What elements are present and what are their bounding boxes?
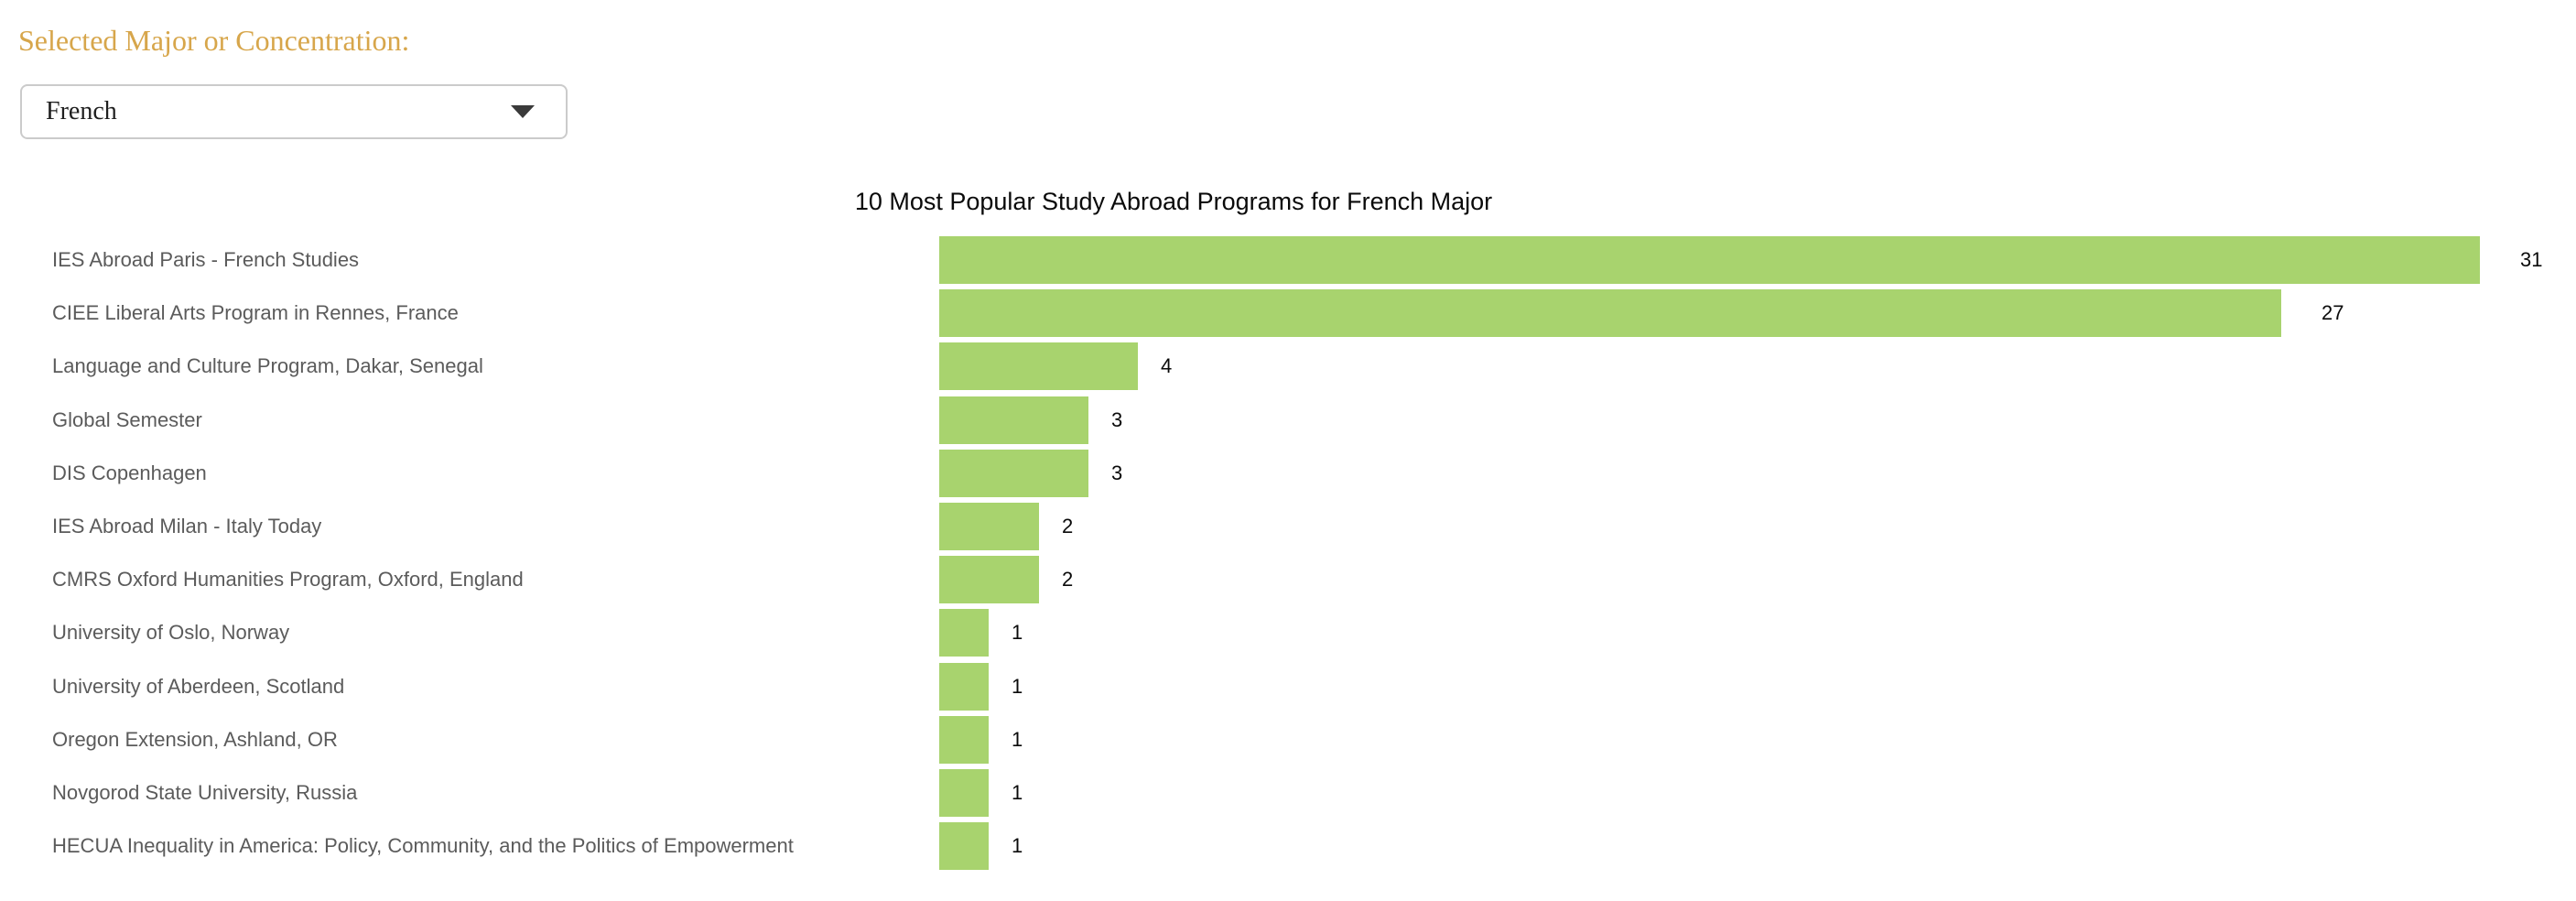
category-label: Global Semester (52, 408, 202, 431)
value-label: 1 (1012, 675, 1023, 698)
bar (939, 503, 1039, 550)
category-label: IES Abroad Paris - French Studies (52, 248, 360, 271)
major-select-label: Selected Major or Concentration: (18, 24, 410, 57)
bar (939, 769, 989, 817)
bar (939, 822, 989, 870)
value-label: 3 (1111, 461, 1123, 484)
category-label: Language and Culture Program, Dakar, Sen… (52, 354, 483, 377)
category-label: Oregon Extension, Ashland, OR (52, 728, 338, 751)
category-label: DIS Copenhagen (52, 461, 207, 484)
bar (939, 450, 1088, 497)
bar (939, 289, 2281, 337)
value-label: 1 (1012, 728, 1023, 751)
bar (939, 396, 1088, 444)
category-label: CIEE Liberal Arts Program in Rennes, Fra… (52, 301, 459, 324)
category-label: University of Aberdeen, Scotland (52, 675, 345, 698)
major-select[interactable]: French (20, 84, 568, 139)
major-select-value: French (46, 97, 117, 125)
value-label: 31 (2520, 248, 2543, 271)
value-label: 3 (1111, 408, 1123, 431)
bar (939, 556, 1039, 603)
value-label: 2 (1062, 515, 1074, 537)
category-label: HECUA Inequality in America: Policy, Com… (52, 834, 794, 857)
value-label: 4 (1161, 354, 1173, 377)
value-label: 1 (1012, 781, 1023, 804)
category-label: CMRS Oxford Humanities Program, Oxford, … (52, 568, 524, 591)
value-label: 1 (1012, 834, 1023, 857)
category-label: IES Abroad Milan - Italy Today (52, 515, 322, 537)
category-label: University of Oslo, Norway (52, 621, 290, 644)
bar (939, 716, 989, 764)
value-label: 1 (1012, 621, 1023, 644)
caret-down-icon (511, 105, 535, 118)
bar (939, 236, 2480, 284)
category-label: Novgorod State University, Russia (52, 781, 358, 804)
bar (939, 609, 989, 657)
value-label: 2 (1062, 568, 1074, 591)
bar (939, 663, 989, 711)
chart-title: 10 Most Popular Study Abroad Programs fo… (854, 188, 1493, 215)
value-label: 27 (2322, 301, 2344, 324)
bar (939, 342, 1138, 390)
